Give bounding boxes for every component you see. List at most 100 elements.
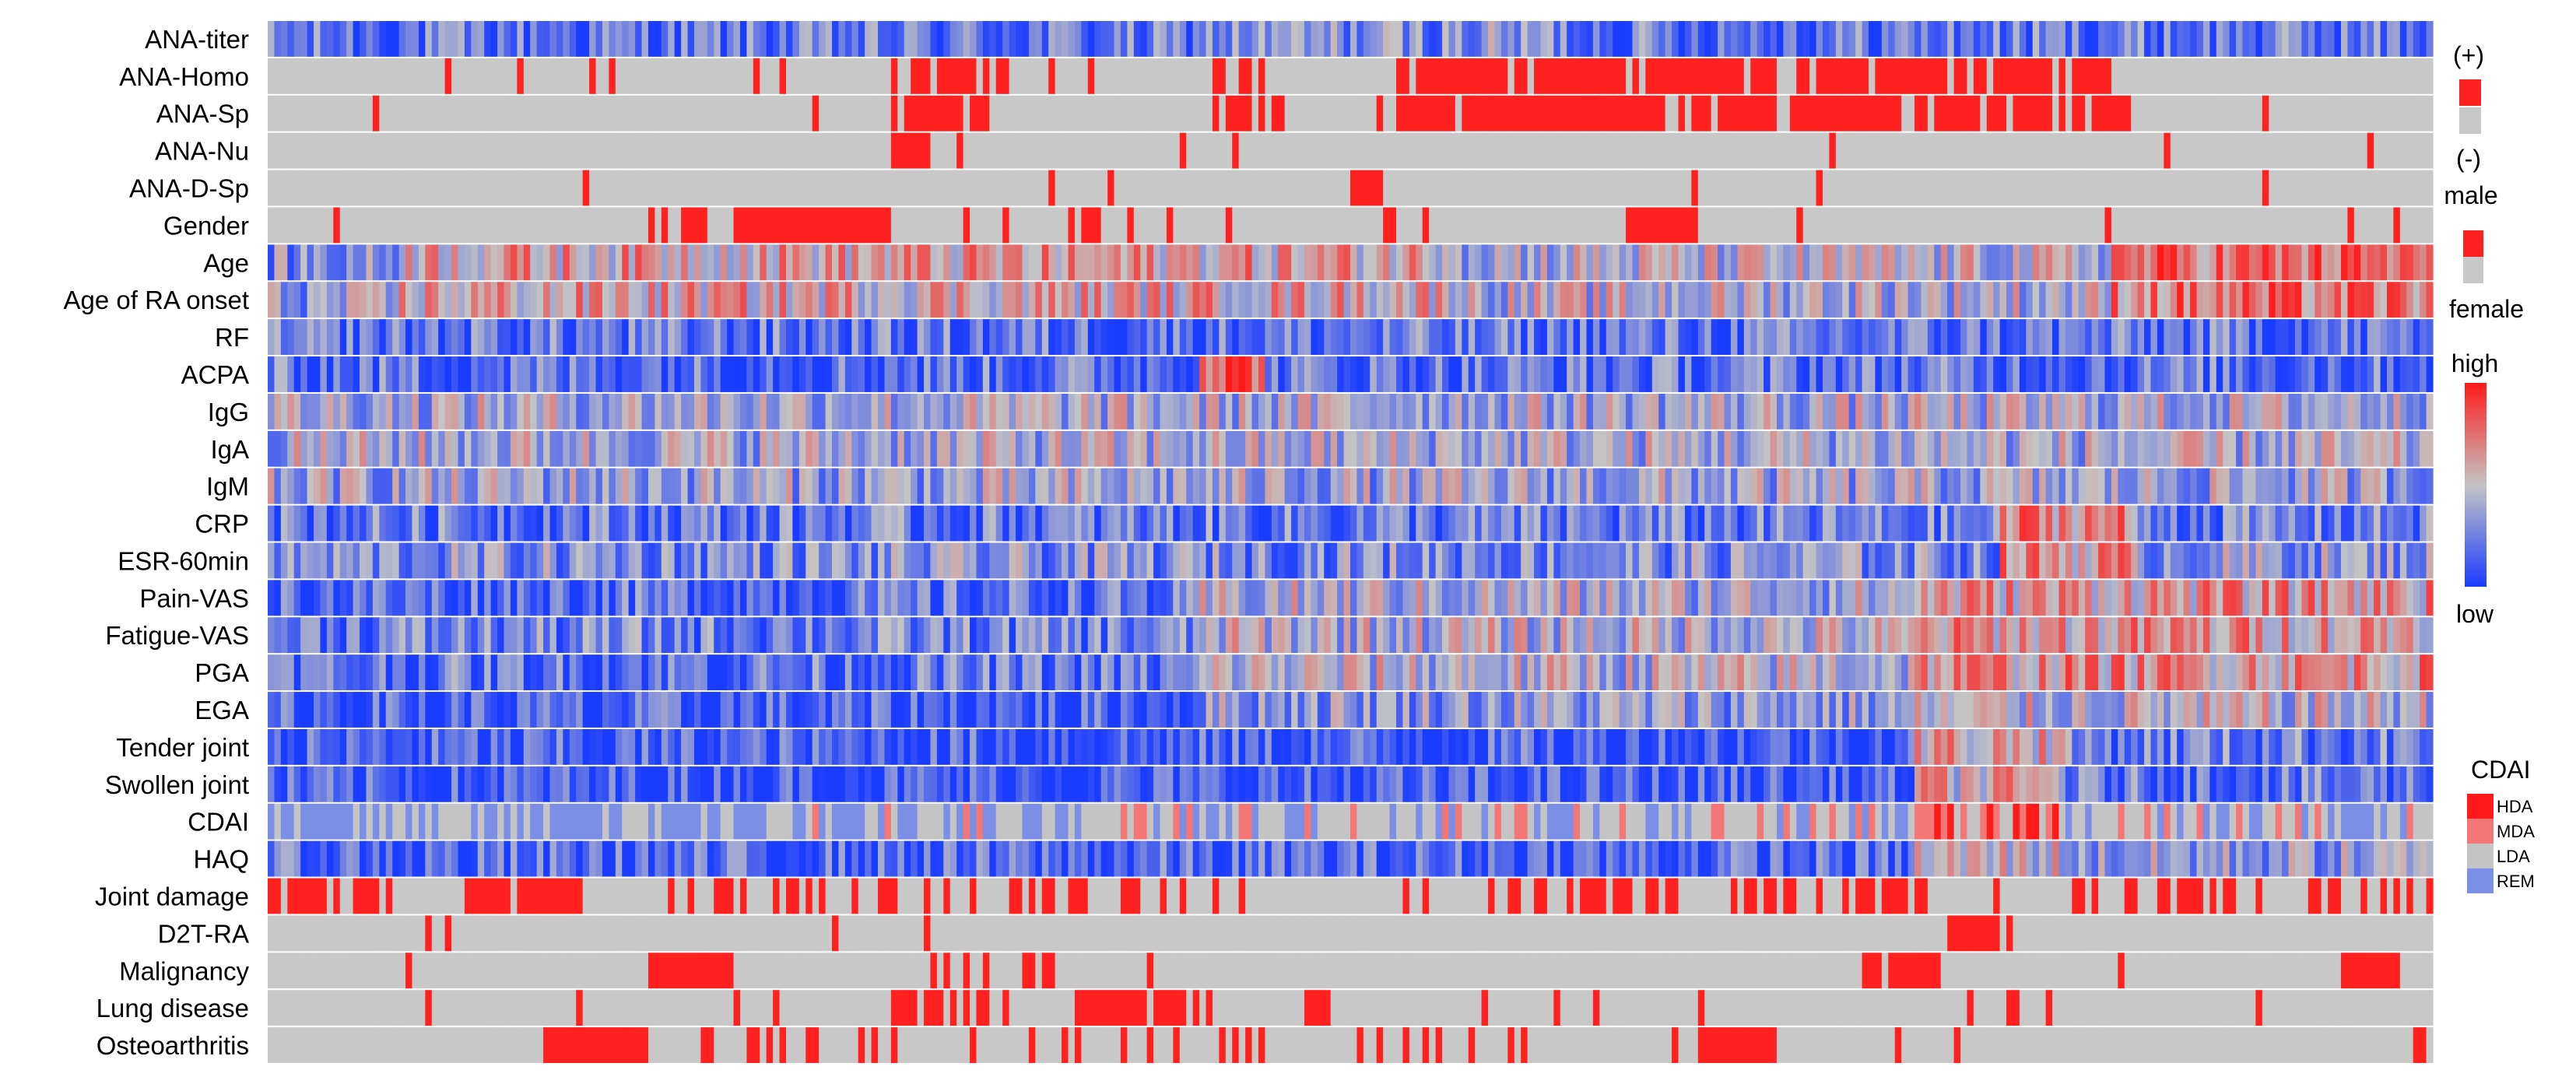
heatmap-cell: [405, 356, 413, 392]
heatmap-cell: [1245, 468, 1253, 504]
heatmap-cell: [1343, 58, 1351, 94]
heatmap-cell: [458, 356, 465, 392]
heatmap-cell: [398, 21, 406, 57]
heatmap-cell: [1665, 505, 1672, 542]
heatmap-cell: [733, 319, 741, 356]
heatmap-cell: [339, 132, 347, 169]
heatmap-cell: [2406, 95, 2414, 132]
heatmap-row: [268, 95, 2434, 132]
heatmap-cell: [490, 356, 498, 392]
heatmap-cell: [707, 542, 714, 579]
heatmap-cell: [668, 319, 676, 356]
heatmap-cell: [1488, 58, 1496, 94]
heatmap-cell: [963, 393, 970, 430]
heatmap-cell: [2308, 170, 2315, 206]
heatmap-cell: [1402, 58, 1410, 94]
heatmap-cell: [1848, 132, 1856, 169]
heatmap-cell: [1730, 21, 1738, 57]
heatmap-cell: [287, 95, 295, 132]
heatmap-cell: [995, 21, 1003, 57]
heatmap-cell: [2026, 132, 2034, 169]
heatmap-cell: [609, 468, 616, 504]
heatmap-cell: [687, 207, 695, 244]
heatmap-cell: [1416, 95, 1423, 132]
heatmap-cell: [1402, 207, 1410, 244]
heatmap-cell: [746, 95, 754, 132]
heatmap-cell: [1875, 468, 1883, 504]
heatmap-cell: [911, 170, 918, 206]
heatmap-cell: [812, 21, 819, 57]
heatmap-cell: [865, 282, 872, 318]
heatmap-cell: [2288, 244, 2296, 281]
heatmap-cell: [1704, 505, 1712, 542]
heatmap-cell: [1691, 282, 1699, 318]
heatmap-cell: [280, 21, 288, 57]
heatmap-cell: [1002, 21, 1010, 57]
heatmap-cell: [2013, 95, 2020, 132]
heatmap-cell: [556, 207, 563, 244]
heatmap-cell: [871, 95, 879, 132]
heatmap-cell: [576, 356, 584, 392]
heatmap-cell: [576, 319, 584, 356]
heatmap-cell: [2294, 244, 2302, 281]
heatmap-cell: [2032, 58, 2040, 94]
heatmap-cell: [1186, 207, 1194, 244]
heatmap-cell: [1718, 95, 1725, 132]
heatmap-cell: [2340, 468, 2349, 504]
heatmap-cell: [628, 356, 636, 392]
heatmap-cell: [1199, 244, 1207, 281]
heatmap-cell: [1645, 542, 1653, 579]
heatmap-cell: [2288, 58, 2296, 94]
heatmap-cell: [563, 207, 570, 244]
heatmap-cell: [2367, 319, 2374, 356]
heatmap-cell: [753, 58, 760, 94]
heatmap-cell: [2124, 207, 2132, 244]
heatmap-cell: [1816, 95, 1823, 132]
heatmap-cell: [2374, 430, 2381, 467]
heatmap-cell: [727, 468, 735, 504]
heatmap-cell: [739, 393, 748, 430]
heatmap-cell: [274, 132, 282, 169]
heatmap-cell: [1455, 505, 1462, 542]
heatmap-cell: [1435, 58, 1443, 94]
heatmap-cell: [1665, 95, 1672, 132]
heatmap-cell: [458, 430, 465, 467]
heatmap-cell: [2242, 132, 2250, 169]
heatmap-cell: [2380, 95, 2388, 132]
heatmap-cell: [2183, 319, 2191, 356]
heatmap-cell: [2347, 21, 2355, 57]
heatmap-cell: [1192, 505, 1200, 542]
heatmap-cell: [2255, 282, 2263, 318]
heatmap-cell: [641, 505, 649, 542]
heatmap-cell: [1730, 468, 1738, 504]
heatmap-cell: [510, 356, 518, 392]
heatmap-cell: [1416, 505, 1423, 542]
heatmap-cell: [464, 95, 472, 132]
heatmap-cell: [2019, 505, 2027, 542]
heatmap-cell: [477, 356, 485, 392]
heatmap-cell: [2367, 393, 2374, 430]
heatmap-cell: [1068, 170, 1076, 206]
heatmap-cell: [398, 207, 406, 244]
heatmap-cell: [1238, 319, 1246, 356]
heatmap-cell: [353, 580, 360, 616]
heatmap-cell: [2294, 468, 2302, 504]
heatmap-cell: [1324, 356, 1332, 392]
heatmap-cell: [1829, 132, 1837, 169]
heatmap-cell: [444, 58, 452, 94]
heatmap-cell: [982, 58, 990, 94]
heatmap-cell: [392, 207, 400, 244]
heatmap-cell: [733, 505, 741, 542]
heatmap-cell: [1127, 21, 1135, 57]
heatmap-cell: [2091, 393, 2099, 430]
heatmap-cell: [635, 132, 643, 169]
heatmap-cell: [2386, 207, 2395, 244]
heatmap-cell: [1284, 430, 1292, 467]
heatmap-cell: [1697, 207, 1705, 244]
heatmap-cell: [530, 468, 538, 504]
heatmap-cell: [766, 430, 774, 467]
heatmap-cell: [1842, 282, 1850, 318]
heatmap-cell: [1212, 170, 1220, 206]
heatmap-cell: [1422, 58, 1430, 94]
heatmap-cell: [963, 21, 970, 57]
